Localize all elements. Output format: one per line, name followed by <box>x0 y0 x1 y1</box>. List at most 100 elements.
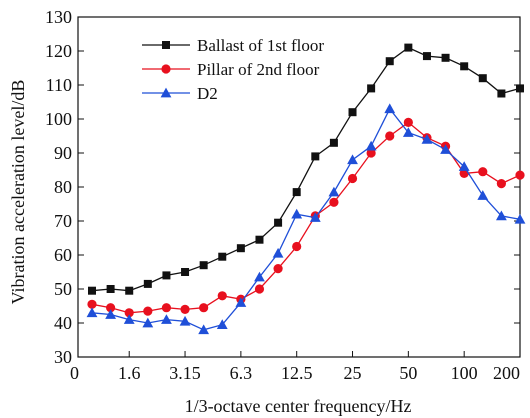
data-point-triangle <box>458 161 470 171</box>
data-point-square <box>460 62 469 71</box>
data-point-square <box>162 271 171 280</box>
data-point-square <box>516 84 524 93</box>
y-tick-label: 30 <box>54 347 72 367</box>
data-point-square <box>88 286 96 295</box>
legend: Ballast of 1st floor Pillar of 2nd floor D… <box>142 36 324 103</box>
series-layer <box>86 43 526 335</box>
data-point-triangle <box>365 140 377 151</box>
x-tick-label: 0 <box>70 363 79 383</box>
data-point-square <box>106 285 115 293</box>
data-point-square <box>348 108 357 117</box>
data-point-circle <box>366 148 376 158</box>
data-point-triangle <box>235 297 247 307</box>
legend-marker-square <box>162 41 170 49</box>
x-tick-label: 6.3 <box>230 363 253 383</box>
data-point-triangle <box>347 154 358 165</box>
data-point-triangle <box>309 212 321 222</box>
data-point-triangle <box>328 186 340 197</box>
y-tick-label: 70 <box>54 211 72 231</box>
x-tick-label: 100 <box>451 363 478 383</box>
data-point-triangle <box>384 103 396 114</box>
data-point-square <box>218 252 227 261</box>
data-point-square <box>441 53 450 62</box>
data-point-triangle <box>105 309 117 319</box>
series-square <box>88 43 524 295</box>
series-triangle <box>86 103 526 335</box>
legend-label: D2 <box>197 84 218 103</box>
data-point-circle <box>515 170 525 180</box>
data-point-circle <box>254 284 265 294</box>
x-tick-label: 50 <box>399 363 417 383</box>
data-point-triangle <box>291 208 303 219</box>
y-tick-label: 100 <box>45 109 72 129</box>
x-axis-title: 1/3-octave center frequency/Hz <box>185 396 412 416</box>
data-point-circle <box>478 167 488 177</box>
data-point-circle <box>106 303 116 313</box>
y-tick-label: 80 <box>54 177 72 197</box>
data-point-triangle <box>161 314 172 324</box>
x-tick-label: 25 <box>344 363 362 383</box>
x-tick-label: 1.6 <box>118 363 141 383</box>
data-point-triangle <box>254 271 265 282</box>
data-point-square <box>181 268 190 276</box>
x-tick-label: 12.5 <box>281 363 313 383</box>
data-point-square <box>199 261 208 270</box>
legend-label: Ballast of 1st floor <box>197 36 324 55</box>
data-point-square <box>385 57 394 66</box>
data-point-triangle <box>402 127 414 137</box>
data-point-square <box>236 244 245 253</box>
y-tick-label: 40 <box>54 313 72 333</box>
data-point-circle <box>329 197 339 207</box>
legend-marker-triangle <box>160 87 172 98</box>
y-tick-label: 50 <box>54 279 72 299</box>
data-point-circle <box>385 131 395 141</box>
data-point-square <box>422 52 431 61</box>
legend-item: Ballast of 1st floor <box>142 36 324 55</box>
y-axis-title: Vibration acceleration level/dB <box>8 80 28 305</box>
data-point-triangle <box>272 247 284 258</box>
data-point-square <box>367 84 376 93</box>
data-point-square <box>311 152 320 161</box>
data-point-circle <box>124 308 134 318</box>
data-point-circle <box>161 303 172 313</box>
data-point-circle <box>217 291 227 301</box>
data-point-circle <box>199 303 209 313</box>
x-axis: 0 1.6 3.15 6.3 12.5 25 50 100 200 <box>70 351 521 383</box>
data-point-circle <box>87 299 97 309</box>
data-point-circle <box>180 304 190 314</box>
y-tick-label: 130 <box>45 7 72 27</box>
data-point-triangle <box>86 307 98 318</box>
data-point-square <box>404 43 413 52</box>
data-point-square <box>143 279 152 288</box>
legend-marker-circle <box>161 64 171 74</box>
data-point-triangle <box>514 213 526 224</box>
y-tick-label: 60 <box>54 245 72 265</box>
y-tick-label: 120 <box>45 41 72 61</box>
data-point-triangle <box>440 144 451 154</box>
data-point-triangle <box>216 319 228 330</box>
data-point-triangle <box>495 210 507 221</box>
data-point-triangle <box>179 315 191 326</box>
data-point-triangle <box>421 134 433 144</box>
data-point-square <box>255 235 264 244</box>
data-point-triangle <box>142 317 154 328</box>
data-point-square <box>274 218 283 227</box>
y-axis: 30 40 50 60 70 80 90 100 110 120 130 <box>45 7 520 367</box>
x-tick-label: 200 <box>493 363 520 383</box>
data-point-circle <box>273 264 283 274</box>
data-point-circle <box>292 241 302 252</box>
legend-item: D2 <box>142 84 218 103</box>
y-tick-label: 110 <box>46 75 72 95</box>
data-point-square <box>125 286 134 295</box>
data-point-circle <box>403 117 413 127</box>
legend-item: Pillar of 2nd floor <box>142 60 320 79</box>
data-point-triangle <box>477 190 489 200</box>
data-point-square <box>478 74 487 83</box>
legend-label: Pillar of 2nd floor <box>197 60 320 79</box>
data-point-square <box>329 138 338 147</box>
data-point-triangle <box>123 314 135 324</box>
x-tick-label: 3.15 <box>169 363 201 383</box>
data-point-circle <box>496 179 506 189</box>
data-point-circle <box>143 306 153 316</box>
